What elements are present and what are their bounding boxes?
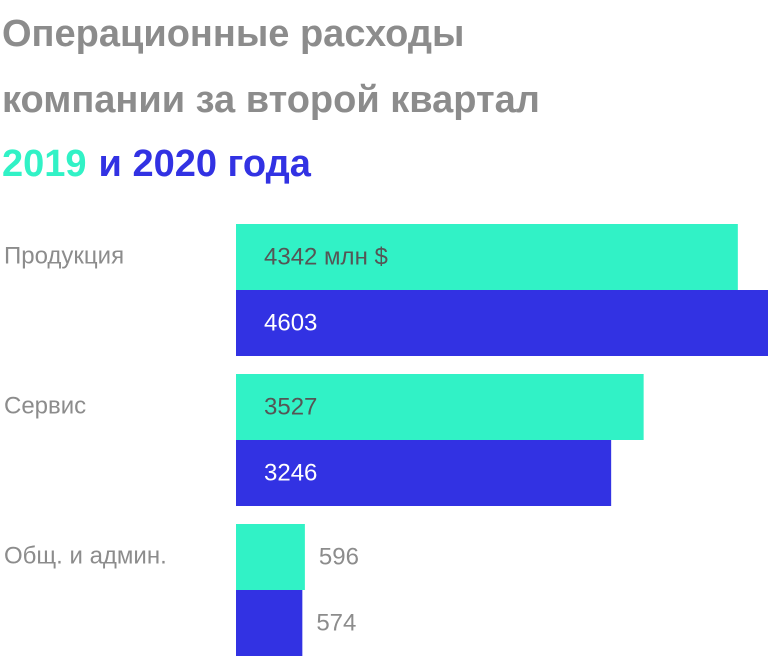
category-label: Общ. и админ. (4, 542, 167, 569)
value-label: 3527 (264, 393, 317, 420)
category-label: Сервис (4, 392, 86, 419)
chart-title: компании за второй квартал (2, 79, 540, 121)
chart-title: Операционные расходы (2, 13, 464, 55)
bar (236, 524, 305, 590)
bar (236, 590, 303, 656)
value-label: 4603 (264, 309, 317, 336)
value-label: 574 (316, 609, 356, 636)
value-label: 4342 млн $ (264, 243, 388, 270)
value-label: 596 (319, 543, 359, 570)
bar (236, 440, 612, 506)
value-label: 3246 (264, 459, 317, 486)
category-label: Продукция (4, 242, 124, 269)
bar (236, 290, 768, 356)
bar (236, 224, 738, 290)
legend-entry: 2019 (2, 143, 87, 185)
legend-entry: и 2020 года (99, 143, 312, 185)
bar (236, 374, 644, 440)
